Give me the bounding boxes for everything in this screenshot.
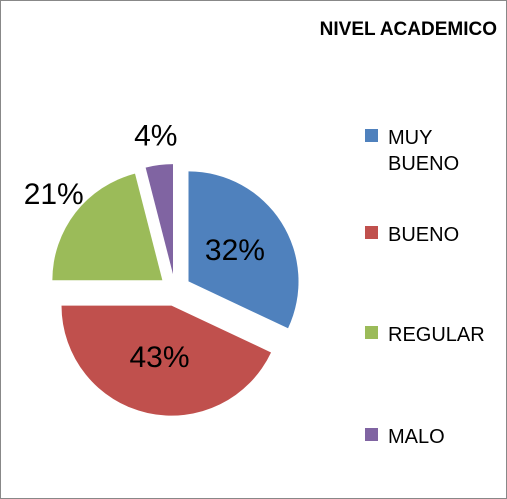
legend-swatch: [365, 428, 378, 441]
data-label: 4%: [134, 120, 177, 153]
data-label: 32%: [205, 234, 265, 267]
chart-title: NIVEL ACADEMICO: [320, 19, 497, 40]
pie-slice: [61, 305, 272, 416]
legend-label: REGULAR: [388, 324, 485, 346]
legend-item: MUY BUENO: [365, 125, 488, 177]
legend-label: MUY BUENO: [388, 127, 460, 175]
pie-slice: [188, 171, 299, 329]
legend-item: BUENO: [365, 222, 488, 248]
legend-label: BUENO: [388, 224, 460, 246]
legend-swatch: [365, 326, 378, 339]
legend-item: REGULAR: [365, 322, 488, 348]
legend-label: MALO: [388, 426, 445, 448]
legend-item: MALO: [365, 424, 488, 450]
legend-swatch: [365, 226, 378, 239]
data-label: 21%: [24, 178, 84, 211]
legend-swatch: [365, 129, 378, 142]
data-label: 43%: [129, 341, 189, 374]
pie-slice: [52, 173, 163, 281]
pie-slice: [145, 164, 173, 275]
